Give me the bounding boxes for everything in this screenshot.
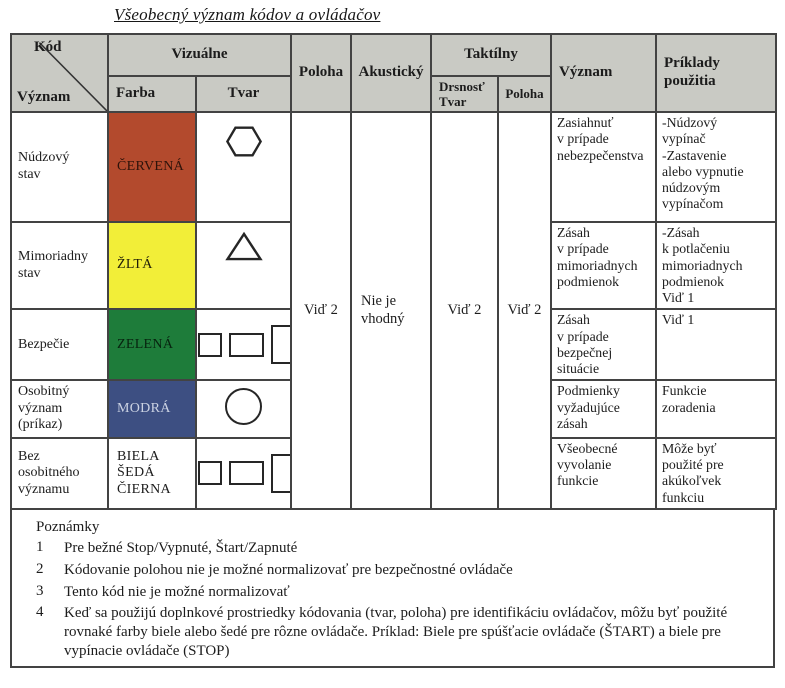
shape-cell: [195, 220, 292, 311]
row-examples: Môže byť použité pre akúkoľvek funkciu: [655, 436, 777, 511]
header-farba: Farba: [107, 75, 197, 113]
triangle-icon: [224, 231, 263, 261]
note-text: Kódovanie polohou nie je možné normalizo…: [64, 561, 513, 578]
header-tvar: Tvar: [195, 75, 292, 113]
tall-rectangle-icon: [271, 325, 289, 365]
codes-table-wrapper: Kód Význam Vizuálne Poloha Akustický Tak…: [10, 33, 777, 668]
note-number: 1: [36, 539, 44, 555]
note-text: Pre bežné Stop/Vypnuté, Štart/Zapnuté: [64, 540, 298, 556]
rectangles-icon: [198, 325, 289, 365]
row-examples: Funkcie zoradenia: [655, 379, 777, 439]
row-meaning: Núdzový stav: [10, 111, 109, 223]
note-item: 1 Pre bežné Stop/Vypnuté, Štart/Zapnuté: [36, 539, 759, 558]
row-action: Všeobecné vyvolanie funkcie: [550, 436, 657, 511]
header-akusticky: Akustický: [350, 33, 432, 113]
header-taktilny: Taktílny: [430, 33, 552, 77]
table-row: Núdzový stav ČERVENÁ Viď 2 Nie je vhodný…: [10, 111, 777, 510]
header-priklady: Príklady použitia: [655, 33, 777, 113]
header-vizualne: Vizuálne: [107, 33, 292, 77]
header-vyznam-corner: Význam: [17, 89, 71, 106]
table-row: Bez osobitného významu BIELA ŠEDÁ ČIERNA…: [10, 436, 777, 511]
shape-cell: [195, 111, 292, 223]
table-row: Osobitný význam (príkaz) MODRÁ Podmienky…: [10, 379, 777, 439]
row-action: Zásah v prípade bezpečnej situácie: [550, 308, 657, 382]
rectangles-icon: [198, 453, 289, 493]
header-vyznam: Význam: [550, 33, 657, 113]
row-meaning: Bez osobitného významu: [10, 436, 109, 511]
note-number: 3: [36, 582, 44, 599]
merged-akusticky-cell: Nie je vhodný: [350, 111, 432, 510]
merged-drsnost-cell: Viď 2: [430, 111, 499, 510]
color-cell-red: ČERVENÁ: [107, 111, 197, 223]
hexagon-icon: [225, 126, 262, 157]
header-drsnost-tvar: Drsnosť Tvar: [430, 75, 499, 113]
row-action: Zásah v prípade mimoriadnych podmienok: [550, 220, 657, 311]
note-item: 3 Tento kód nie je možné normalizovať: [36, 583, 759, 602]
circle-icon: [225, 387, 262, 425]
table-row: Mimoriadny stav ŽLTÁ Zásah v prípade mim…: [10, 220, 777, 311]
color-cell-yellow: ŽLTÁ: [107, 220, 197, 311]
note-text: Keď sa použijú doplnkové prostriedky kód…: [64, 605, 728, 659]
square-icon: [198, 332, 222, 357]
wide-rectangle-icon: [229, 332, 264, 357]
row-examples: -Zásah k potlačeniu mimoriadnych podmien…: [655, 220, 777, 311]
merged-poloha-cell: Viď 2: [290, 111, 352, 510]
notes-section: Poznámky 1 Pre bežné Stop/Vypnuté, Štart…: [10, 510, 775, 668]
row-meaning: Bezpečie: [10, 308, 109, 382]
shape-cell: [195, 308, 292, 382]
notes-title: Poznámky: [36, 519, 100, 535]
row-examples: Viď 1: [655, 308, 777, 382]
row-action: Podmienky vyžadujúce zásah: [550, 379, 657, 439]
shape-cell: [195, 379, 292, 439]
color-cell-green: ZELENÁ: [107, 308, 197, 382]
note-item: 2 Kódovanie polohou nie je možné normali…: [36, 561, 759, 580]
table-row: Bezpečie ZELENÁ Zásah v prípade bezpečne…: [10, 308, 777, 382]
corner-header-cell: Kód Význam: [10, 33, 109, 113]
color-cell-white-grey-black: BIELA ŠEDÁ ČIERNA: [107, 436, 197, 511]
row-meaning: Osobitný význam (príkaz): [10, 379, 109, 439]
note-item: 4 Keď sa použijú doplnkové prostriedky k…: [36, 604, 759, 660]
page-title: Všeobecný význam kódov a ovládačov: [114, 5, 381, 24]
header-kod: Kód: [34, 39, 62, 55]
header-poloha: Poloha: [290, 33, 352, 113]
tall-rectangle-icon: [271, 453, 289, 493]
row-meaning: Mimoriadny stav: [10, 220, 109, 311]
square-icon: [198, 461, 222, 486]
merged-poloha2-cell: Viď 2: [497, 111, 552, 510]
header-poloha2: Poloha: [497, 75, 552, 113]
wide-rectangle-icon: [229, 461, 264, 486]
note-text: Tento kód nie je možné normalizovať: [64, 583, 290, 600]
shape-cell: [195, 436, 292, 511]
diagonal-divider: [38, 42, 106, 110]
codes-table: Kód Význam Vizuálne Poloha Akustický Tak…: [10, 33, 777, 511]
note-number: 2: [36, 560, 44, 577]
note-number: 4: [36, 604, 44, 621]
row-examples: -Núdzový vypínač -Zastavenie alebo vypnu…: [655, 111, 777, 223]
row-action: Zasiahnuť v prípade nebezpečenstva: [550, 111, 657, 223]
color-cell-blue: MODRÁ: [107, 379, 197, 439]
